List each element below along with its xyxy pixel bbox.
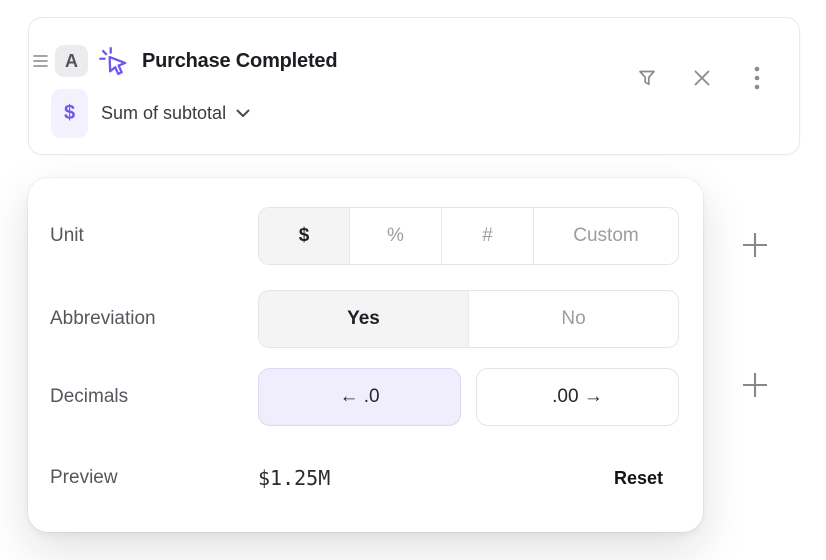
chevron-down-icon <box>236 109 250 118</box>
plus-icon <box>743 233 767 257</box>
metric-row: $ Sum of subtotal <box>51 89 250 138</box>
unit-label: Unit <box>50 225 84 246</box>
decimals-decrease-button[interactable]: ← .0 <box>258 368 461 426</box>
metric-selector[interactable]: Sum of subtotal <box>101 103 250 124</box>
metric-unit-badge: $ <box>51 89 88 138</box>
unit-option-percent[interactable]: % <box>349 208 441 264</box>
unit-segmented-control: $ % # Custom <box>258 207 679 265</box>
decimals-controls: ← .0 .00 → <box>258 368 679 426</box>
abbreviation-row: Abbreviation Yes No <box>50 290 679 348</box>
abbreviation-option-yes[interactable]: Yes <box>259 291 468 347</box>
unit-option-dollar[interactable]: $ <box>259 208 349 264</box>
add-metric-button-bottom[interactable] <box>741 371 769 399</box>
plus-icon <box>743 373 767 397</box>
kebab-menu-icon <box>754 66 760 90</box>
filter-button[interactable] <box>635 66 659 90</box>
preview-row: Preview $1.25M Reset <box>50 459 679 497</box>
cursor-click-icon <box>98 46 129 77</box>
unit-row: Unit $ % # Custom <box>50 207 679 265</box>
unit-option-number[interactable]: # <box>441 208 533 264</box>
format-panel: Unit $ % # Custom Abbreviation Yes No De… <box>28 178 703 532</box>
more-options-button[interactable] <box>745 66 769 90</box>
event-order-badge[interactable]: A <box>55 45 88 77</box>
event-card: A Purchase Completed <box>28 17 800 155</box>
reset-button[interactable]: Reset <box>613 467 663 488</box>
event-card-actions <box>635 66 769 90</box>
drag-handle[interactable] <box>31 44 49 78</box>
funnel-icon <box>639 70 655 86</box>
abbreviation-label: Abbreviation <box>50 308 156 329</box>
preview-value: $1.25M <box>258 466 331 490</box>
decimals-label: Decimals <box>50 386 129 407</box>
metric-label: Sum of subtotal <box>101 103 227 123</box>
abbreviation-option-no[interactable]: No <box>468 291 678 347</box>
close-button[interactable] <box>690 66 714 90</box>
preview-label: Preview <box>50 467 118 488</box>
decimals-row: Decimals ← .0 .00 → <box>50 368 679 426</box>
drag-handle-icon <box>32 55 48 67</box>
decimals-increase-button[interactable]: .00 → <box>476 368 679 426</box>
unit-option-custom[interactable]: Custom <box>533 208 678 264</box>
event-title[interactable]: Purchase Completed <box>142 49 338 72</box>
event-card-header: A Purchase Completed <box>31 44 338 78</box>
add-metric-button-top[interactable] <box>741 231 769 259</box>
close-icon <box>694 70 710 86</box>
abbreviation-segmented-control: Yes No <box>258 290 679 348</box>
